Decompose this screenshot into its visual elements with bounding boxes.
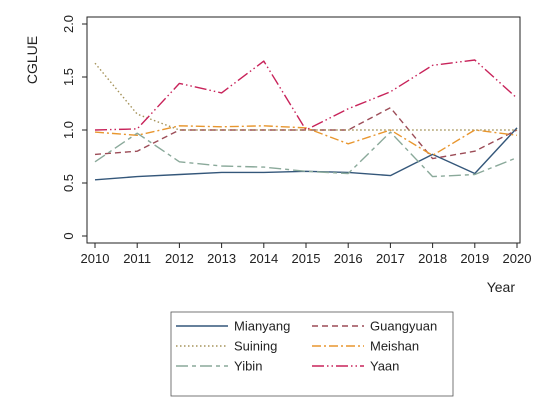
legend-label-yibin: Yibin	[234, 359, 262, 374]
legend-label-guangyuan: Guangyuan	[370, 319, 437, 334]
series-line-meishan	[94, 125, 518, 157]
x-tick-label: 2014	[249, 251, 278, 266]
x-tick-label: 2018	[418, 251, 447, 266]
y-tick-label: 1.0	[61, 121, 76, 139]
x-tick-label: 2013	[207, 251, 236, 266]
series-line-mianyang	[94, 127, 518, 181]
x-axis-title: Year	[487, 279, 516, 295]
legend-label-mianyang: Mianyang	[234, 319, 290, 334]
x-axis: 2010 2011 2012 2013 2014 2015 2016 2017 2018 2019…	[81, 243, 532, 266]
x-tick-label: 2012	[165, 251, 194, 266]
y-tick-label: 1.5	[61, 68, 76, 86]
series-lines	[94, 59, 518, 181]
y-tick-label: 2.0	[61, 15, 76, 33]
legend-label-suining: Suining	[234, 339, 277, 354]
x-tick-label: 2010	[81, 251, 110, 266]
y-axis: 0 0.5 1.0 1.5 2.0	[61, 15, 87, 240]
x-tick-label: 2016	[334, 251, 363, 266]
series-line-guangyuan	[94, 106, 518, 160]
x-tick-label: 2015	[292, 251, 321, 266]
series-line-yaan	[94, 59, 518, 131]
x-tick-label: 2019	[460, 251, 489, 266]
y-tick-label: 0	[61, 232, 76, 239]
y-axis-title: CGLUE	[24, 36, 40, 84]
x-tick-label: 2020	[503, 251, 532, 266]
x-tick-label: 2011	[123, 251, 151, 266]
series-line-suining	[94, 62, 517, 131]
legend-label-meishan: Meishan	[370, 339, 419, 354]
legend-label-yaan: Yaan	[370, 359, 399, 374]
y-tick-label: 0.5	[61, 174, 76, 192]
legend: Mianyang Guangyuan Suining Meishan Yibin Yaan	[176, 319, 437, 374]
x-tick-label: 2017	[376, 251, 405, 266]
